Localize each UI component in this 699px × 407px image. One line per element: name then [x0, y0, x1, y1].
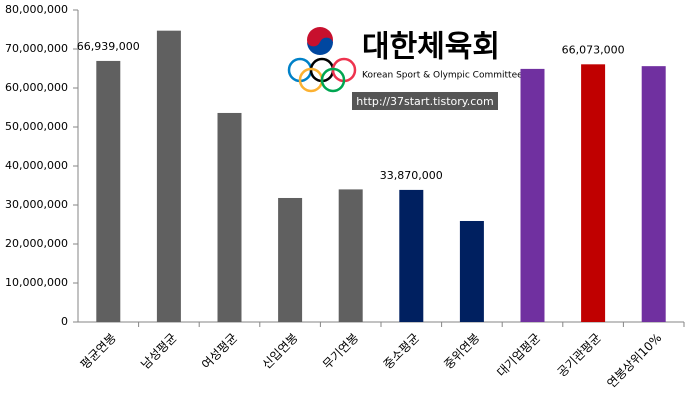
bar — [459, 220, 484, 322]
x-tick-label: 대기업평균 — [494, 331, 543, 380]
logo-subtitle: Korean Sport & Olympic Committee — [362, 71, 523, 81]
value-label: 33,870,000 — [380, 169, 443, 182]
y-tick-label: 70,000,000 — [5, 42, 68, 55]
x-tick-label: 남성평균 — [138, 331, 179, 372]
x-tick-label: 여성평균 — [199, 331, 240, 372]
url-box — [352, 92, 498, 110]
value-label: 66,939,000 — [77, 40, 140, 53]
y-tick-label: 80,000,000 — [5, 3, 68, 16]
y-tick-label: 40,000,000 — [5, 159, 68, 172]
y-tick-label: 20,000,000 — [5, 237, 68, 250]
y-tick-label: 50,000,000 — [5, 120, 68, 133]
olympic-rings — [287, 57, 357, 93]
bar — [581, 64, 606, 322]
bar — [338, 189, 363, 322]
x-tick-label: 연봉상위10% — [604, 331, 664, 391]
bar — [278, 197, 303, 322]
x-tick-label: 중위연봉 — [441, 331, 482, 372]
y-tick-label: 10,000,000 — [5, 276, 68, 289]
bar — [217, 112, 242, 323]
bar — [96, 60, 121, 323]
x-tick-label: 신입연봉 — [260, 331, 301, 372]
logo: 대한체육회 Korean Sport & Olympic Committee h… — [287, 27, 523, 110]
value-label: 66,073,000 — [562, 43, 625, 56]
x-tick-label: 평균연봉 — [78, 331, 119, 372]
bar — [520, 68, 545, 322]
bar — [156, 30, 181, 322]
bar — [399, 189, 424, 322]
logo-emblem-blue — [307, 37, 333, 55]
y-tick-label: 0 — [61, 315, 68, 328]
x-tick-label: 중소평균 — [381, 331, 422, 372]
x-tick-label: 무기연봉 — [320, 331, 361, 372]
url: http://37start.tistory.com — [356, 95, 493, 108]
y-tick-label: 60,000,000 — [5, 81, 68, 94]
logo-name: 대한체육회 — [362, 30, 500, 65]
bar — [641, 66, 666, 322]
y-tick-label: 30,000,000 — [5, 198, 68, 211]
x-tick-label: 공기관평균 — [555, 331, 604, 380]
